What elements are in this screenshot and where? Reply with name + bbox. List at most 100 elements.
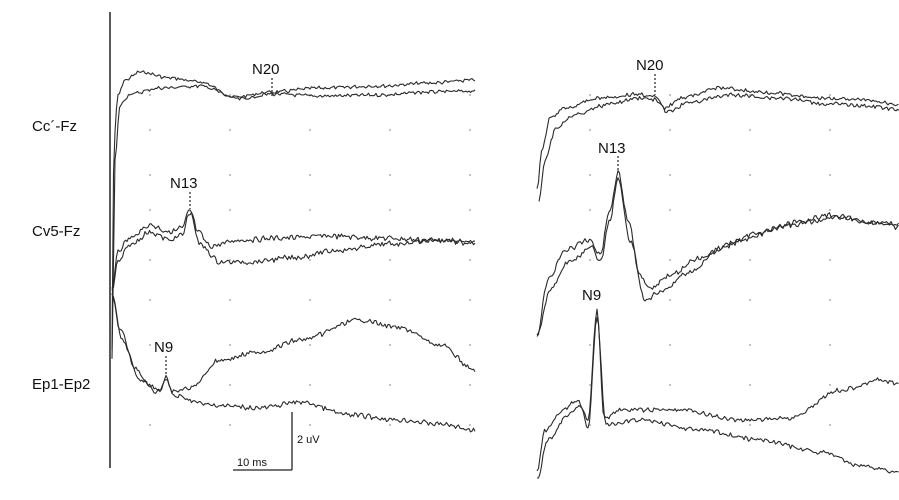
grid-dot bbox=[589, 299, 591, 301]
grid-dot bbox=[829, 384, 831, 386]
grid-dot bbox=[469, 209, 471, 211]
grid-dot bbox=[589, 174, 591, 176]
peak-label-n9-left: N9 bbox=[154, 339, 173, 356]
trace-ep1-ep2-left-2 bbox=[111, 294, 476, 433]
grid-dot bbox=[389, 424, 391, 426]
scale-bar: 10 ms 2 uV bbox=[233, 412, 320, 471]
grid-dot bbox=[749, 174, 751, 176]
grid-dot bbox=[389, 129, 391, 131]
grid-dot bbox=[589, 209, 591, 211]
grid-dot bbox=[829, 94, 831, 96]
grid-dot bbox=[829, 424, 831, 426]
scale-bar-time-label: 10 ms bbox=[237, 457, 267, 469]
grid-dot bbox=[829, 174, 831, 176]
grid-dot bbox=[669, 209, 671, 211]
trace-ep1-ep2-left-1 bbox=[111, 293, 476, 394]
grid-dot bbox=[149, 424, 151, 426]
grid-dot bbox=[229, 209, 231, 211]
grid-dot bbox=[589, 344, 591, 346]
grid-dot bbox=[469, 259, 471, 261]
trace-ep1-ep2-right-2 bbox=[536, 317, 899, 479]
grid-dot bbox=[669, 174, 671, 176]
grid-dot bbox=[229, 424, 231, 426]
grid-dot bbox=[149, 129, 151, 131]
scale-bar-amplitude-label: 2 uV bbox=[297, 434, 320, 446]
grid-dot bbox=[749, 344, 751, 346]
grid-dot bbox=[309, 299, 311, 301]
grid-dot bbox=[669, 259, 671, 261]
grid-dot bbox=[749, 424, 751, 426]
grid-dot bbox=[829, 209, 831, 211]
grid-dot bbox=[469, 299, 471, 301]
grid-dot bbox=[829, 299, 831, 301]
grid-dot bbox=[389, 344, 391, 346]
grid-dot bbox=[469, 129, 471, 131]
trace-cc-fz-right-2 bbox=[538, 92, 899, 202]
grid-dot bbox=[829, 129, 831, 131]
grid-dot bbox=[149, 94, 151, 96]
grid-dot bbox=[589, 94, 591, 96]
trace-cv5-fz-right-2 bbox=[536, 177, 899, 336]
grid-dot bbox=[469, 94, 471, 96]
grid-dot bbox=[389, 209, 391, 211]
grid-dot bbox=[589, 424, 591, 426]
grid-dot bbox=[389, 384, 391, 386]
peak-label-n13-right: N13 bbox=[598, 140, 626, 157]
grid-dot bbox=[469, 424, 471, 426]
peak-label-n13-left: N13 bbox=[170, 175, 198, 192]
grid-dot bbox=[229, 129, 231, 131]
grid-dot bbox=[389, 259, 391, 261]
grid-dot bbox=[749, 299, 751, 301]
peak-label-n20-left: N20 bbox=[252, 61, 280, 78]
grid-dot bbox=[669, 129, 671, 131]
grid-dot bbox=[469, 344, 471, 346]
traces-group bbox=[111, 70, 899, 479]
grid-dot bbox=[149, 344, 151, 346]
grid-dot bbox=[589, 129, 591, 131]
grid-dot bbox=[149, 259, 151, 261]
peak-label-n20-right: N20 bbox=[636, 57, 664, 74]
grid-dot bbox=[749, 384, 751, 386]
trace-cv5-fz-right-1 bbox=[536, 170, 899, 337]
grid-dot bbox=[229, 344, 231, 346]
grid-dot bbox=[229, 259, 231, 261]
grid-dot bbox=[589, 384, 591, 386]
grid-dot bbox=[829, 259, 831, 261]
grid-dot bbox=[149, 299, 151, 301]
trace-cc-fz-left-2 bbox=[111, 84, 476, 359]
trace-cc-fz-left-1 bbox=[111, 70, 476, 351]
grid-dot bbox=[749, 209, 751, 211]
channel-label-cv5-fz: Cv5-Fz bbox=[32, 223, 80, 240]
grid-dot bbox=[229, 94, 231, 96]
grid-dot bbox=[389, 299, 391, 301]
grid-dot bbox=[309, 259, 311, 261]
grid-dot bbox=[669, 344, 671, 346]
grid-dot bbox=[309, 424, 311, 426]
trace-cv5-fz-left-2 bbox=[111, 212, 476, 291]
grid-dot bbox=[469, 384, 471, 386]
grid-dot bbox=[749, 259, 751, 261]
grid-dot bbox=[829, 344, 831, 346]
grid-dot bbox=[669, 94, 671, 96]
trace-cc-fz-right-1 bbox=[536, 85, 899, 189]
grid-dot bbox=[229, 174, 231, 176]
grid-dot bbox=[469, 174, 471, 176]
trace-cv5-fz-left-1 bbox=[111, 209, 476, 289]
grid-dot bbox=[309, 129, 311, 131]
grid-dot bbox=[229, 299, 231, 301]
grid-dot bbox=[309, 384, 311, 386]
channel-label-ep1-ep2: Ep1-Ep2 bbox=[32, 376, 90, 393]
grid-dot bbox=[149, 174, 151, 176]
grid-dots bbox=[149, 94, 831, 426]
grid-dot bbox=[309, 174, 311, 176]
grid-dot bbox=[229, 384, 231, 386]
grid-dot bbox=[589, 259, 591, 261]
grid-dot bbox=[389, 174, 391, 176]
grid-dot bbox=[749, 129, 751, 131]
grid-dot bbox=[309, 344, 311, 346]
grid-dot bbox=[669, 299, 671, 301]
channel-label-cc-fz: Cc´-Fz bbox=[32, 118, 77, 135]
trace-ep1-ep2-right-1 bbox=[536, 308, 899, 472]
